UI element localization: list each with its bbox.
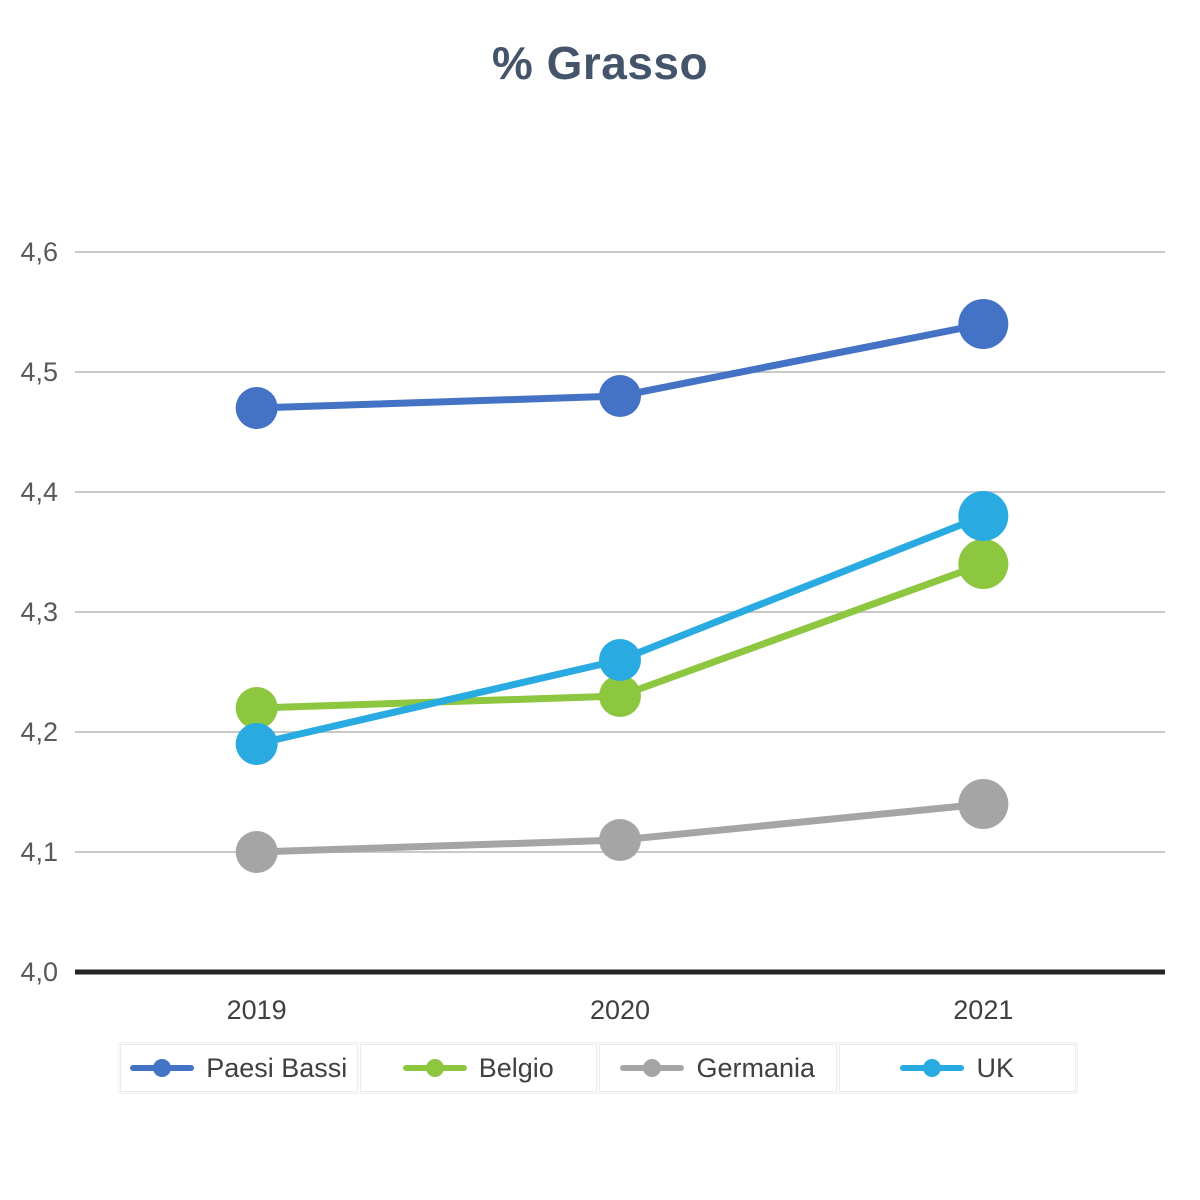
y-tick-label: 4,0: [20, 957, 58, 987]
x-tick-label: 2020: [590, 995, 650, 1025]
y-tick-label: 4,5: [20, 357, 58, 387]
y-tick-label: 4,3: [20, 597, 58, 627]
data-point-germania-2019: [235, 831, 278, 873]
data-point-uk-2021: [958, 491, 1009, 541]
legend-swatch-dot: [425, 1059, 444, 1077]
data-point-uk-2020: [599, 639, 641, 681]
data-point-germania-2020: [599, 819, 641, 861]
legend-swatch-belgio: [402, 1058, 467, 1078]
data-point-belgio-2019: [235, 687, 278, 729]
legend-item-paesi-bassi: Paesi Bassi: [120, 1044, 358, 1092]
legend-swatch-germania: [620, 1058, 685, 1078]
legend-item-germania: Germania: [599, 1044, 837, 1092]
legend-swatch-uk: [900, 1058, 965, 1078]
data-point-germania-2021: [958, 779, 1009, 829]
legend-item-uk: UK: [838, 1044, 1076, 1092]
legend-label-uk: UK: [976, 1052, 1014, 1083]
legend-label-germania: Germania: [696, 1052, 816, 1083]
data-point-paesi-bassi-2021: [958, 299, 1009, 349]
data-point-paesi-bassi-2020: [599, 375, 641, 417]
data-point-paesi-bassi-2019: [235, 387, 278, 429]
legend-swatch-dot: [643, 1059, 662, 1077]
data-point-uk-2019: [235, 723, 278, 765]
chart-title: % Grasso: [491, 37, 709, 89]
y-tick-label: 4,6: [20, 237, 58, 267]
data-point-belgio-2021: [958, 539, 1009, 589]
x-tick-label: 2021: [953, 995, 1013, 1025]
legend-swatch-paesi-bassi: [130, 1058, 195, 1078]
x-tick-label: 2019: [227, 995, 287, 1025]
y-tick-label: 4,1: [20, 837, 58, 867]
legend-item-belgio: Belgio: [359, 1044, 597, 1092]
legend-label-paesi-bassi: Paesi Bassi: [206, 1052, 348, 1083]
legend-label-belgio: Belgio: [478, 1052, 554, 1083]
legend-swatch-dot: [923, 1059, 942, 1077]
legend-swatch-dot: [153, 1059, 172, 1077]
y-tick-label: 4,4: [20, 477, 58, 507]
chart-legend: Paesi Bassi Belgio Germania UK: [118, 1042, 1078, 1094]
y-tick-label: 4,2: [20, 717, 58, 747]
data-point-belgio-2020: [599, 675, 641, 717]
